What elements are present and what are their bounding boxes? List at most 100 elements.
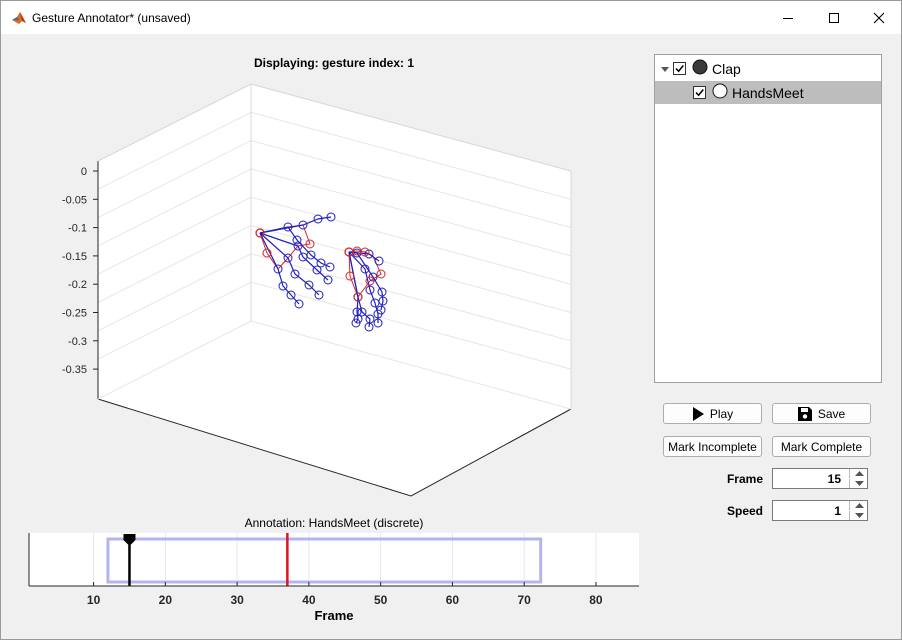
play-button-label: Play [709, 406, 734, 421]
joint-marker [304, 280, 314, 290]
joint-marker [294, 299, 304, 309]
joint-marker [283, 253, 293, 263]
joint-marker [255, 228, 265, 238]
annotation-tree[interactable]: Clap HandsMeet [654, 54, 882, 383]
z-tick-label: -0.35 [62, 364, 87, 376]
z-tick-label: -0.3 [68, 336, 87, 348]
frame-label: Frame [726, 472, 763, 486]
joint-marker [278, 281, 288, 291]
joint-marker [298, 220, 308, 230]
speed-input[interactable] [773, 501, 845, 520]
joint-marker [353, 292, 363, 302]
joint-marker [290, 269, 300, 279]
skeleton-3d-plot[interactable]: 0 -0.05 -0.1 -0.15 -0.2 -0.25 -0.3 -0.35 [1, 34, 641, 514]
timeline-tick-label: 20 [159, 593, 173, 607]
play-button[interactable]: Play [663, 403, 762, 424]
close-button[interactable] [856, 1, 902, 34]
minimize-button[interactable] [765, 1, 811, 34]
chevron-up-icon [854, 471, 864, 476]
current-frame-handle[interactable] [123, 534, 136, 546]
frame-decrement-button[interactable] [849, 479, 868, 488]
speed-spinner[interactable] [772, 500, 868, 521]
joint-marker [325, 262, 335, 272]
expand-arrow-icon[interactable] [661, 62, 671, 76]
timeline-x-label: Frame [314, 608, 353, 623]
joint-marker [345, 271, 355, 281]
joint-marker [373, 309, 383, 319]
joint-marker [357, 307, 367, 317]
root-checkbox[interactable] [673, 62, 686, 75]
tree-node-root[interactable]: Clap [655, 57, 881, 80]
timeline-tick-label: 80 [589, 593, 603, 607]
z-tick-label: -0.15 [62, 251, 87, 263]
z-tick-label: -0.1 [68, 223, 87, 235]
floppy-disk-icon [797, 406, 812, 421]
timeline-axes-bg [29, 533, 639, 586]
joint-marker [365, 285, 375, 295]
joint-marker [292, 235, 302, 245]
timeline-tick-label: 40 [302, 593, 316, 607]
joint-marker [373, 318, 383, 328]
frame-increment-button[interactable] [849, 469, 868, 478]
mark-incomplete-label: Mark Incomplete [668, 439, 757, 454]
joint-marker [377, 287, 387, 297]
joint-marker [374, 256, 384, 266]
annotation-timeline[interactable]: 10 20 30 40 50 60 70 80 Frame [1, 526, 661, 639]
timeline-tick-label: 70 [517, 593, 531, 607]
joint-marker [376, 269, 386, 279]
joint-marker [364, 322, 374, 332]
annotation-range[interactable] [106, 537, 543, 584]
joint-marker [323, 275, 333, 285]
frame-input[interactable] [773, 469, 845, 488]
chevron-down-icon [854, 513, 864, 518]
z-tick-label: -0.05 [62, 194, 87, 206]
floor-edge [97, 398, 572, 497]
mark-incomplete-button[interactable]: Mark Incomplete [663, 436, 762, 457]
speed-decrement-button[interactable] [849, 511, 868, 520]
window-title: Gesture Annotator* (unsaved) [32, 11, 191, 25]
close-icon [873, 12, 885, 23]
joint-marker [283, 222, 293, 232]
joint-marker [352, 307, 362, 317]
joint-marker [351, 318, 361, 328]
save-button[interactable]: Save [772, 403, 871, 424]
timeline-tick-label: 50 [374, 593, 388, 607]
tree-node-handsmeet[interactable]: HandsMeet [655, 81, 881, 104]
joint-marker [313, 214, 323, 224]
z-tick-label: -0.25 [62, 308, 87, 320]
joint-marker [305, 239, 315, 249]
joint-marker [370, 298, 380, 308]
joint-marker [326, 212, 336, 222]
tree-label-clap: Clap [712, 60, 741, 77]
joint-marker [360, 247, 370, 257]
timeline-tick-label: 10 [87, 593, 101, 607]
frame-spinner[interactable] [772, 468, 868, 489]
joint-marker [273, 264, 283, 274]
joint-marker [360, 264, 370, 274]
timeline-tick-label: 60 [446, 593, 460, 607]
z-tick-label: -0.2 [68, 279, 87, 291]
minimize-icon [783, 17, 793, 19]
speed-increment-button[interactable] [849, 501, 868, 510]
speed-label: Speed [726, 504, 763, 518]
joint-marker [314, 290, 324, 300]
maximize-button[interactable] [811, 1, 857, 34]
save-button-label: Save [817, 406, 846, 421]
timeline-tick-label: 30 [230, 593, 244, 607]
filled-circle-icon [692, 59, 708, 78]
joint-marker [293, 241, 303, 251]
z-tick-label: 0 [81, 166, 87, 178]
annotation-title: Annotation: HandsMeet (discrete) [244, 516, 424, 530]
title-bar: Gesture Annotator* (unsaved) [1, 1, 901, 34]
matlab-logo-icon [11, 10, 27, 26]
joint-marker [262, 248, 272, 258]
maximize-icon [829, 12, 839, 23]
joint-marker [298, 252, 308, 262]
mark-complete-button[interactable]: Mark Complete [772, 436, 871, 457]
joint-marker [316, 258, 326, 268]
chevron-up-icon [854, 503, 864, 508]
tree-label-handsmeet: HandsMeet [732, 84, 804, 101]
chevron-down-icon [854, 481, 864, 486]
child-checkbox[interactable] [693, 86, 706, 99]
